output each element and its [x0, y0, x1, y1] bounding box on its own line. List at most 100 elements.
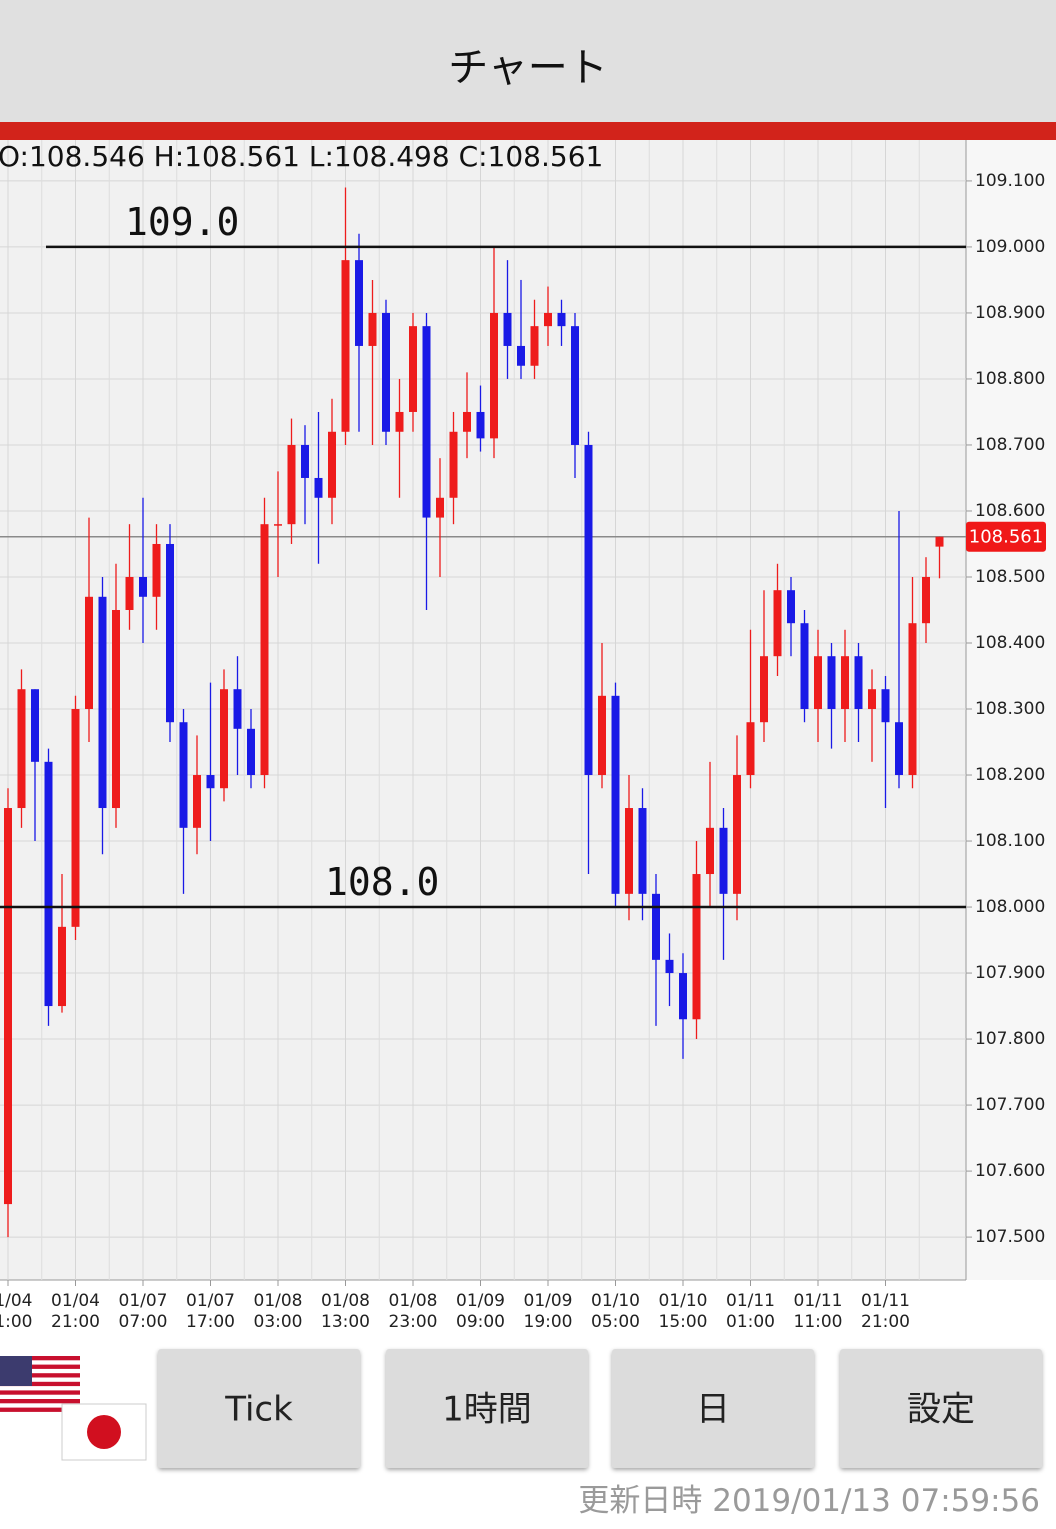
button-face[interactable]	[612, 1349, 814, 1468]
candle-body	[733, 775, 741, 894]
candle-body	[503, 312, 512, 346]
candle-body	[922, 576, 930, 624]
button-label[interactable]: 日	[696, 1390, 730, 1430]
candle-body	[274, 524, 282, 526]
y-tick-label: 108.800	[975, 369, 1045, 389]
candle-body	[98, 596, 107, 809]
annotation-label: 108.0	[325, 860, 439, 904]
update-time: 更新日時 2019/01/13 07:59:56	[578, 1483, 1040, 1519]
candle-body	[436, 497, 444, 518]
header-bar	[0, 0, 1056, 122]
y-tick-label: 108.500	[975, 567, 1045, 587]
x-tick-label: 01/09 09:00	[456, 1291, 505, 1332]
button-label[interactable]: 1時間	[442, 1390, 532, 1430]
candle-body	[598, 695, 606, 776]
flag-jp	[61, 1403, 147, 1461]
candle-body	[355, 260, 363, 346]
tab-button[interactable]: 1時間	[386, 1349, 588, 1468]
candle-body	[895, 722, 903, 776]
candle-body	[625, 808, 633, 894]
x-tick-label: 01/0411:00	[0, 1291, 33, 1332]
candle-body	[247, 728, 255, 776]
candle-body	[935, 536, 944, 547]
button-label[interactable]: Tick	[224, 1390, 293, 1430]
candle-body	[760, 656, 768, 723]
candle-body	[679, 973, 687, 1020]
x-tick-label: 01/11 21:00	[861, 1291, 910, 1332]
y-axis-area	[966, 140, 1056, 1280]
candle-body	[557, 312, 566, 327]
y-tick-label: 108.100	[975, 831, 1045, 851]
candle-body	[490, 312, 498, 439]
candle-body	[233, 689, 242, 729]
candle-body	[58, 926, 66, 1007]
y-tick-label: 109.000	[975, 237, 1045, 257]
x-tick-label: 01/07 07:00	[119, 1291, 168, 1332]
candle-body	[854, 656, 863, 710]
candle-body	[382, 312, 390, 432]
candle-body	[827, 656, 836, 710]
y-tick-label: 108.000	[975, 897, 1045, 917]
candle-body	[692, 874, 701, 1020]
candle-body	[611, 695, 620, 894]
tab-button[interactable]: 設定	[840, 1349, 1042, 1468]
x-tick-label: 01/10 05:00	[591, 1291, 640, 1332]
candle-body	[125, 576, 134, 610]
button-face[interactable]	[386, 1349, 588, 1468]
accent-bar	[0, 122, 1056, 140]
x-tick-label: 01/10 15:00	[659, 1291, 708, 1332]
candle-body	[112, 609, 120, 809]
candle-body	[706, 827, 714, 875]
ohlc-readout: O:108.546 H:108.561 L:108.498 C:108.561	[0, 140, 603, 173]
y-tick-label: 107.700	[975, 1095, 1045, 1115]
candle-body	[530, 326, 539, 366]
candle-body	[800, 623, 809, 710]
candle-body	[638, 808, 647, 894]
button-face[interactable]	[158, 1349, 360, 1468]
flag-us	[0, 1356, 80, 1412]
y-tick-label: 108.700	[975, 435, 1045, 455]
candle-body	[881, 689, 890, 723]
candle-body	[746, 722, 755, 776]
candle-body	[341, 260, 350, 432]
candle-body	[220, 689, 228, 789]
candle-body	[31, 689, 39, 762]
x-tick-label: 01/11 11:00	[794, 1291, 843, 1332]
candle-body	[719, 827, 728, 894]
price-tag	[966, 521, 1046, 552]
candle-body	[868, 689, 876, 710]
y-tick-label: 108.600	[975, 501, 1045, 521]
y-tick-label: 107.800	[975, 1029, 1045, 1049]
candle-body	[85, 596, 93, 710]
y-tick-label: 108.200	[975, 765, 1045, 785]
candle-body	[17, 689, 26, 809]
candle-body	[4, 808, 12, 1205]
x-tick-label: 01/11 01:00	[726, 1291, 775, 1332]
y-tick-label: 108.400	[975, 633, 1045, 653]
candle-body	[44, 761, 53, 1007]
candle-body	[287, 444, 296, 525]
button-face[interactable]	[840, 1349, 1042, 1468]
candle-body	[908, 623, 917, 776]
candle-body	[584, 444, 593, 776]
x-tick-label: 01/08 03:00	[254, 1291, 303, 1332]
annotation-label: 109.0	[125, 200, 239, 244]
candle-body	[787, 590, 795, 624]
candle-body	[206, 775, 215, 789]
button-label[interactable]: 設定	[907, 1390, 975, 1430]
candle-body	[139, 576, 147, 597]
tab-button[interactable]: Tick	[158, 1349, 360, 1468]
y-tick-label: 108.300	[975, 699, 1045, 719]
candle-body	[193, 775, 201, 828]
x-tick-label: 01/07 17:00	[186, 1291, 235, 1332]
candle-body	[179, 722, 188, 828]
candle-body	[422, 326, 431, 518]
y-tick-label: 109.100	[975, 171, 1045, 191]
x-tick-label: 01/09 19:00	[524, 1291, 573, 1332]
update-datetime: 2019/01/13 07:59:56	[712, 1483, 1040, 1519]
candle-body	[841, 656, 849, 710]
candle-body	[571, 326, 579, 445]
tab-button[interactable]: 日	[612, 1349, 814, 1468]
x-tick-label: 01/04 21:00	[51, 1291, 100, 1332]
